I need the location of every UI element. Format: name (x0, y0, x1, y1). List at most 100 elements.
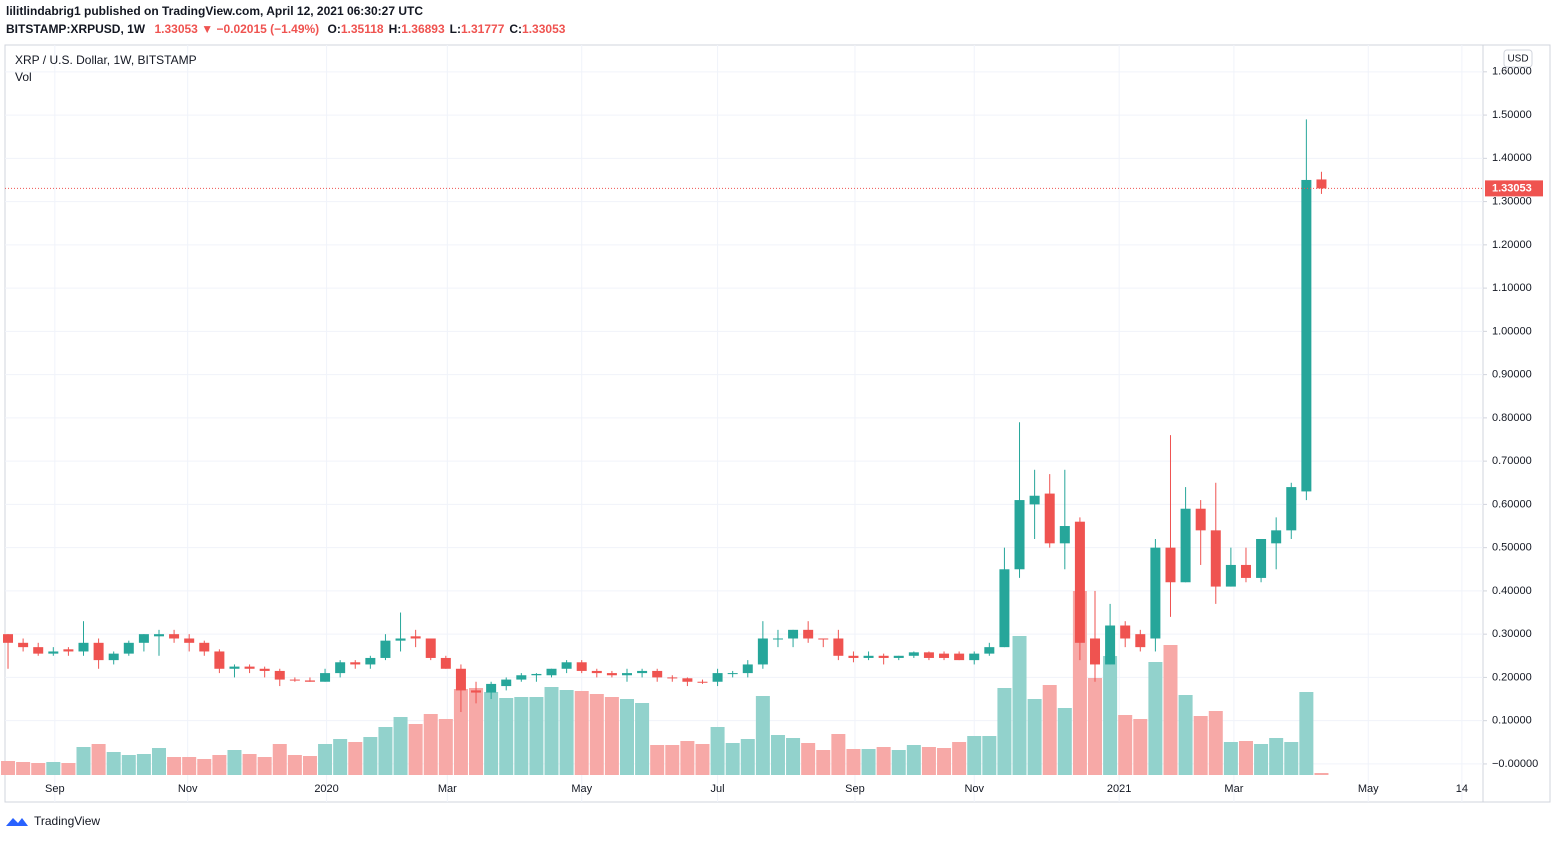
volume-bar (46, 762, 61, 775)
candle-body (1090, 638, 1101, 665)
candle-body (1105, 625, 1116, 665)
volume-bar (348, 742, 363, 775)
ohlc-value: 1.35118 (341, 22, 384, 36)
ohlc-label: L: (450, 22, 461, 36)
candle-body (214, 651, 225, 669)
candle-body (1286, 487, 1297, 531)
volume-bar (891, 750, 906, 775)
candle-body (1044, 493, 1055, 544)
candle-body (818, 638, 829, 640)
candle-body (1180, 508, 1191, 583)
candle-body (320, 673, 331, 682)
candle-body (697, 681, 708, 683)
volume-bar (952, 742, 967, 775)
volume-bar (635, 703, 650, 775)
volume-bar (861, 749, 876, 775)
volume-bar (680, 741, 695, 775)
volume-bar (136, 754, 151, 775)
currency-box[interactable] (1503, 49, 1533, 68)
candle-body (848, 655, 859, 658)
candle-body (1240, 564, 1251, 578)
y-tick-label: 0.60000 (1492, 498, 1532, 510)
candle-body (259, 668, 270, 671)
candle-body (893, 655, 904, 658)
candle-body (1120, 625, 1131, 639)
candle-body (365, 657, 376, 665)
volume-bar (1178, 695, 1193, 775)
x-tick-label: May (1358, 783, 1379, 795)
y-tick-label: 0.30000 (1492, 628, 1532, 640)
candle-body (1316, 179, 1327, 189)
x-tick-label: May (571, 783, 592, 795)
candle-body (757, 638, 768, 665)
volume-bar (378, 727, 393, 775)
candle-body (33, 647, 44, 654)
y-tick-label: 0.40000 (1492, 585, 1532, 597)
x-tick-label: Nov (178, 783, 198, 795)
y-tick-label: −0.00000 (1492, 758, 1538, 770)
candle-body (788, 629, 799, 639)
candle-body (984, 647, 995, 654)
volume-bar (906, 745, 921, 775)
volume-bar (529, 697, 544, 775)
brand: TradingView (34, 814, 100, 828)
volume-bar (333, 739, 348, 775)
volume-bar (695, 744, 710, 775)
y-tick-label: 1.20000 (1492, 239, 1532, 251)
candle-body (531, 673, 542, 676)
x-tick-label: Mar (1224, 783, 1243, 795)
volume-bar (1103, 656, 1118, 775)
x-tick-label: 2020 (314, 783, 338, 795)
logo: TradingView (6, 814, 100, 828)
arrow: ▼ (201, 22, 213, 36)
candle-body (1135, 634, 1146, 648)
volume-bar (31, 763, 46, 775)
ohlc-value: 1.33053 (522, 22, 566, 36)
last-price-label: 1.33053 (1492, 182, 1532, 194)
volume-bar (831, 734, 846, 775)
volume-bar (302, 756, 317, 775)
ohlc-value: 1.31777 (461, 22, 505, 36)
candle-body (123, 642, 134, 654)
volume-bar (1027, 699, 1042, 775)
candle-body (742, 664, 753, 674)
candle-body (274, 670, 285, 680)
y-tick-label: 0.80000 (1492, 412, 1532, 424)
volume-bar (76, 747, 91, 775)
x-tick-label: Nov (964, 783, 984, 795)
candle-body (335, 662, 346, 674)
volume-bar (106, 752, 121, 775)
candle-body (727, 673, 738, 675)
candle-body (1029, 495, 1040, 505)
volume-bar (755, 696, 770, 775)
volume-bar (197, 759, 212, 775)
volume-bar (921, 747, 936, 775)
candle-body (712, 673, 723, 682)
ohlc-label: H: (389, 22, 402, 36)
volume-bar (574, 691, 589, 775)
y-tick-label: 0.20000 (1492, 671, 1532, 683)
volume-bar (801, 743, 816, 775)
volume-bar (1314, 773, 1329, 775)
volume-bar (272, 744, 287, 775)
volume-bar (182, 757, 197, 775)
volume-bar (1163, 645, 1178, 775)
volume-bar (1284, 742, 1299, 775)
candle-body (169, 634, 180, 639)
volume-bar (167, 757, 182, 775)
volume-bar (1193, 716, 1208, 775)
candle-body (471, 690, 482, 693)
candle-body (1256, 538, 1267, 578)
volume-bar (544, 687, 559, 775)
volume-bar (1, 761, 16, 775)
candle-body (833, 638, 844, 656)
y-tick-label: 1.40000 (1492, 152, 1532, 164)
volume-bar (876, 747, 891, 775)
volume-bar (967, 736, 982, 775)
candle-body (93, 642, 104, 661)
candle-body (1210, 530, 1221, 587)
candle-body (138, 634, 149, 643)
volume-bar (61, 763, 76, 775)
volume-bar (1254, 744, 1269, 775)
volume-bar (257, 757, 272, 775)
